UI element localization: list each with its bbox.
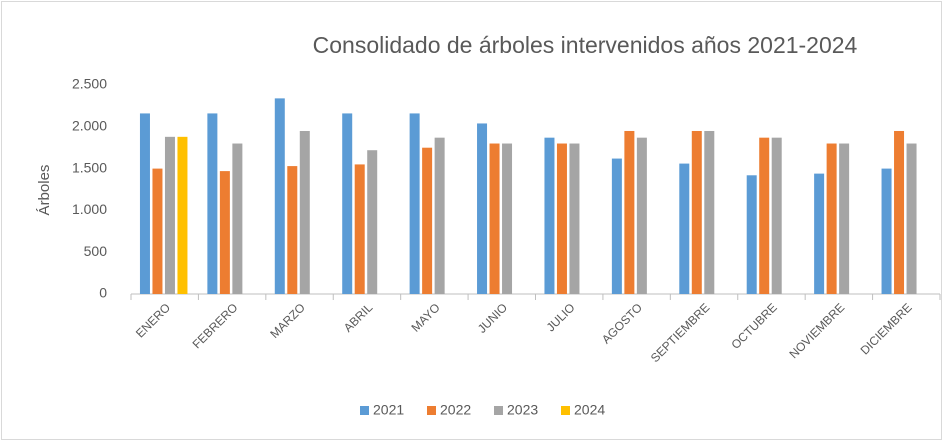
- bar: [489, 143, 500, 294]
- bar: [409, 113, 420, 294]
- bar: [477, 123, 488, 295]
- bar: [139, 113, 150, 294]
- legend-swatch: [494, 406, 503, 415]
- bar: [556, 143, 567, 294]
- bar: [624, 130, 635, 294]
- bar: [177, 136, 188, 294]
- y-tick-label: 2.000: [72, 118, 107, 134]
- bar: [207, 113, 218, 294]
- bar: [164, 136, 175, 294]
- y-tick-label: 0: [99, 285, 107, 301]
- bar: [232, 143, 243, 294]
- chart-title: Consolidado de árboles intervenidos años…: [313, 32, 858, 58]
- bar: [679, 163, 690, 294]
- bar: [354, 164, 365, 294]
- bar: [826, 143, 837, 294]
- bar: [611, 158, 622, 294]
- bar: [906, 143, 917, 294]
- y-tick-label: 1.500: [72, 159, 107, 175]
- bar: [814, 173, 825, 294]
- y-tick-label: 1.000: [72, 201, 107, 217]
- y-axis-label: Árboles: [36, 165, 53, 216]
- bar: [881, 168, 892, 294]
- bar: [342, 113, 353, 294]
- bar: [367, 150, 378, 294]
- legend-label: 2022: [440, 402, 471, 418]
- legend-swatch: [561, 406, 570, 415]
- bar: [152, 168, 163, 294]
- bar: [691, 130, 702, 294]
- y-tick-label: 500: [84, 243, 108, 259]
- bar: [287, 166, 298, 294]
- bar: [274, 98, 285, 294]
- bar: [434, 137, 445, 294]
- y-tick-label: 2.500: [72, 76, 107, 92]
- bar: [894, 130, 905, 294]
- legend-label: 2024: [574, 402, 605, 418]
- legend-swatch: [360, 406, 369, 415]
- legend-label: 2021: [373, 402, 404, 418]
- bar: [746, 175, 757, 294]
- bar: [569, 143, 580, 294]
- bar: [502, 143, 513, 294]
- bar: [422, 147, 433, 294]
- bar: [636, 137, 647, 294]
- bar: [771, 137, 782, 294]
- bar: [704, 130, 715, 294]
- bar: [544, 137, 555, 294]
- bar: [219, 171, 230, 294]
- bar: [839, 143, 850, 294]
- legend-swatch: [427, 406, 436, 415]
- bar: [299, 130, 310, 294]
- legend-label: 2023: [507, 402, 538, 418]
- bar: [759, 137, 770, 294]
